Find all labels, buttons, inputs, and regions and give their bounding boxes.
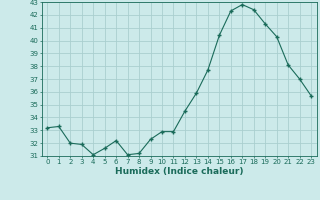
X-axis label: Humidex (Indice chaleur): Humidex (Indice chaleur) (115, 167, 244, 176)
